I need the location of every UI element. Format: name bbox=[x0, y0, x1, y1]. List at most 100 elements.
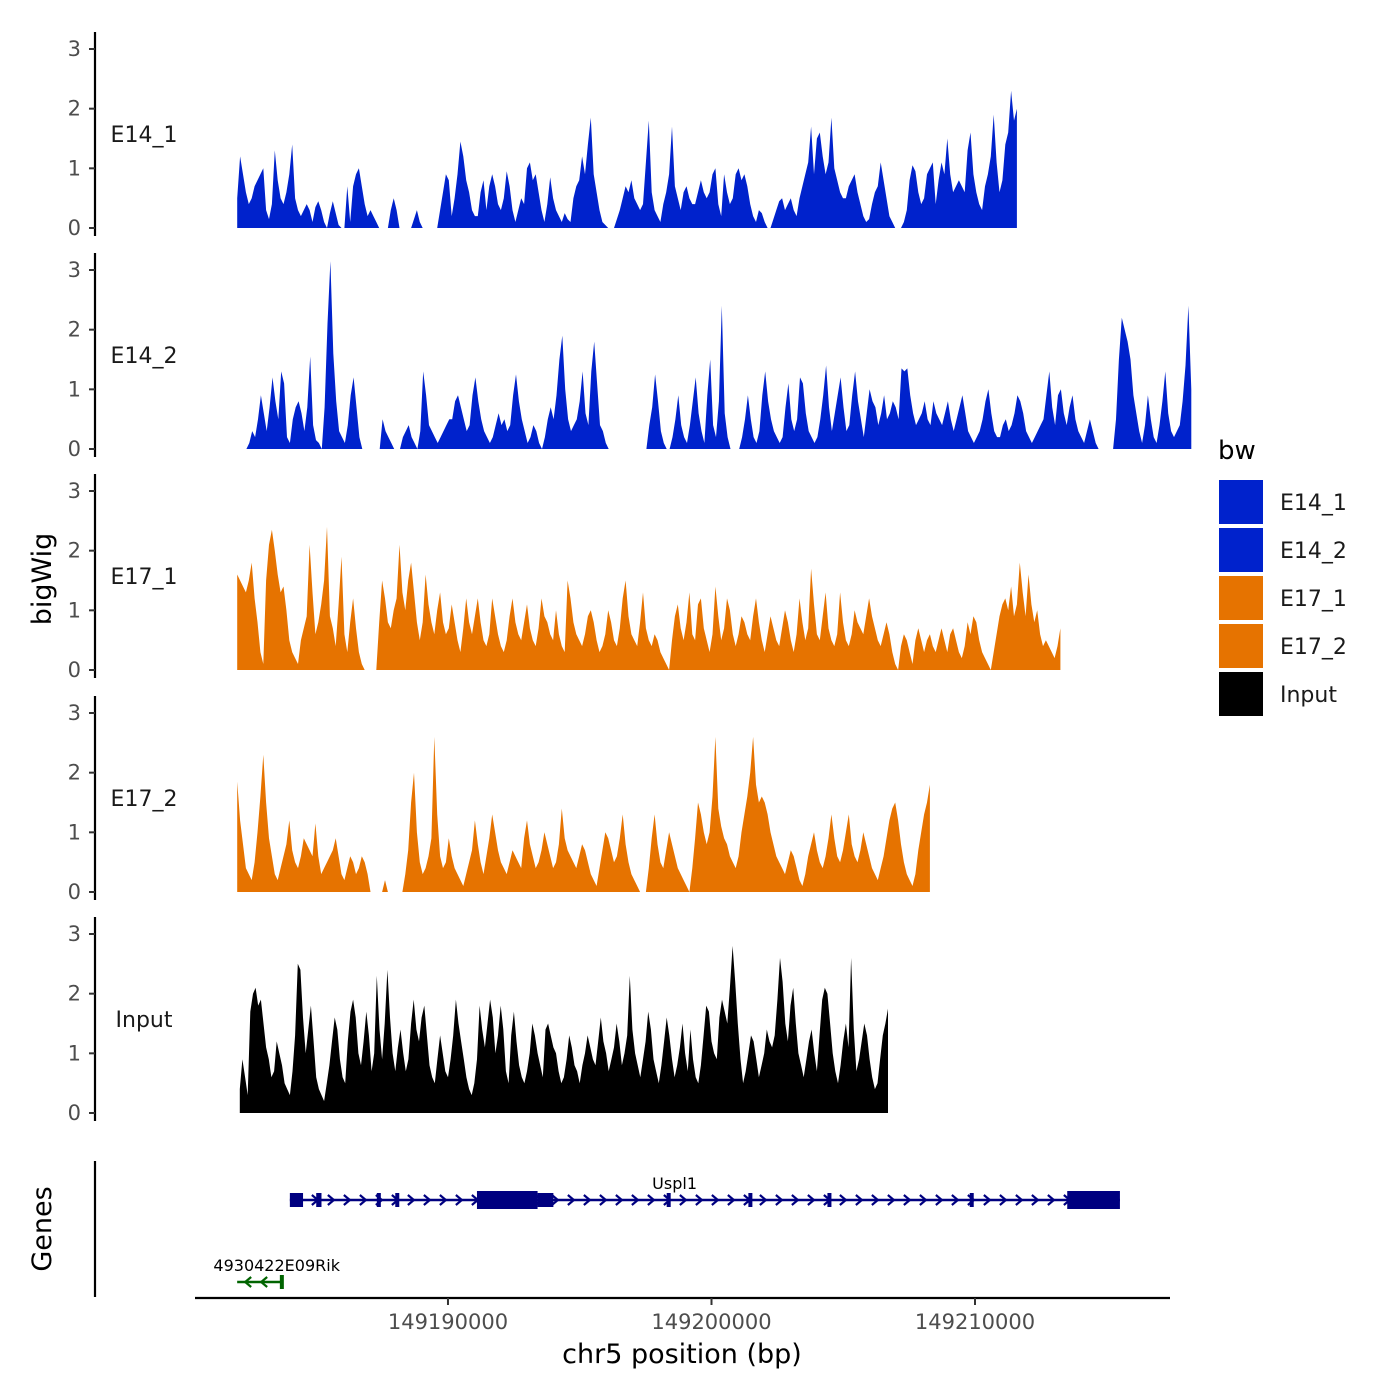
gene-label: 4930422E09Rik bbox=[213, 1256, 340, 1275]
strand-arrow bbox=[679, 1194, 688, 1206]
strand-arrow bbox=[903, 1194, 912, 1206]
strand-arrow bbox=[887, 1194, 896, 1206]
legend-label: E14_2 bbox=[1280, 539, 1347, 564]
exon bbox=[289, 1193, 304, 1207]
gene-4930422E09Rik: 4930422E09Rik bbox=[213, 1256, 341, 1289]
x-axis-title: chr5 position (bp) bbox=[562, 1339, 802, 1370]
area-segment-E17_2 bbox=[645, 814, 690, 892]
strand-arrow bbox=[551, 1194, 560, 1206]
strand-arrow bbox=[727, 1194, 736, 1206]
exon bbox=[376, 1193, 381, 1207]
y-tick-label: 3 bbox=[68, 922, 81, 946]
area-segment-E14_1 bbox=[387, 198, 400, 228]
y-tick-label: 2 bbox=[68, 761, 81, 785]
exon bbox=[279, 1275, 284, 1289]
area-segment-E14_1 bbox=[411, 210, 423, 228]
legend-swatch bbox=[1219, 480, 1263, 524]
track-label-Input: Input bbox=[116, 1008, 173, 1033]
track-label-E17_2: E17_2 bbox=[111, 787, 178, 812]
strand-arrow bbox=[999, 1194, 1008, 1206]
area-segment-E17_1 bbox=[898, 616, 991, 670]
area-segment-E17_2 bbox=[237, 754, 371, 892]
legend: bw E14_1 E14_2 E17_1 E17_2 Input bbox=[1218, 436, 1347, 716]
y-tick-label: 1 bbox=[68, 820, 81, 844]
strand-arrow bbox=[951, 1194, 960, 1206]
strand-arrow bbox=[1015, 1194, 1024, 1206]
strand-arrow bbox=[647, 1194, 656, 1206]
exon bbox=[476, 1191, 538, 1209]
area-segment-E17_2 bbox=[402, 736, 641, 892]
area-segment-E14_1 bbox=[327, 201, 342, 228]
strand-arrow bbox=[615, 1194, 624, 1206]
strand-arrow bbox=[775, 1194, 784, 1206]
legend-swatch bbox=[1219, 576, 1263, 620]
area-segment-E14_2 bbox=[646, 374, 667, 449]
genes-axis-title: Genes bbox=[27, 1186, 58, 1271]
strand-arrow bbox=[983, 1194, 992, 1206]
y-tick-label: 2 bbox=[68, 539, 81, 563]
y-tick-label: 3 bbox=[68, 479, 81, 503]
area-segment-E17_1 bbox=[990, 562, 1061, 670]
area-segment-E14_2 bbox=[400, 425, 418, 449]
area-segment-E14_2 bbox=[1113, 305, 1192, 449]
legend-swatch bbox=[1219, 672, 1263, 716]
strand-arrow bbox=[567, 1194, 576, 1206]
track-label-E14_1: E14_1 bbox=[111, 123, 178, 148]
y-tick-label: 1 bbox=[68, 377, 81, 401]
strand-arrow bbox=[1031, 1194, 1040, 1206]
track-E17_2: 0 1 2 3 bbox=[68, 696, 930, 904]
strand-arrow bbox=[631, 1194, 640, 1206]
x-tick-label: 149190000 bbox=[388, 1310, 508, 1334]
strand-arrow bbox=[455, 1194, 464, 1206]
area-segment-E14_1 bbox=[770, 117, 896, 228]
x-tick-label: 149210000 bbox=[915, 1310, 1035, 1334]
gene-label: Uspl1 bbox=[652, 1174, 697, 1193]
y-tick-label: 2 bbox=[68, 318, 81, 342]
area-segment-E14_1 bbox=[901, 90, 1017, 228]
strand-arrow bbox=[423, 1194, 432, 1206]
y-tick-label: 1 bbox=[68, 1041, 81, 1065]
track-label-E17_1: E17_1 bbox=[111, 565, 178, 590]
genes-panel-clip bbox=[100, 1250, 195, 1280]
y-tick-label: 0 bbox=[68, 437, 81, 461]
track-label-E14_2: E14_2 bbox=[111, 344, 178, 369]
exon bbox=[395, 1193, 400, 1207]
strand-arrow bbox=[327, 1194, 336, 1206]
strand-arrow bbox=[599, 1194, 608, 1206]
legend-title: bw bbox=[1218, 436, 1256, 466]
exon bbox=[666, 1193, 671, 1207]
track-E14_1: 0 1 2 3 bbox=[68, 32, 1017, 240]
area-segment-E14_1 bbox=[437, 117, 609, 228]
area-segment-Input bbox=[239, 945, 889, 1113]
strand-arrow bbox=[243, 1276, 252, 1288]
strand-arrow bbox=[935, 1194, 944, 1206]
area-segment-E14_1 bbox=[614, 120, 768, 228]
strand-arrow bbox=[407, 1194, 416, 1206]
strand-arrow bbox=[759, 1194, 768, 1206]
area-segment-E17_2 bbox=[689, 736, 930, 892]
legend-label: E14_1 bbox=[1280, 491, 1347, 516]
legend-label: E17_1 bbox=[1280, 587, 1347, 612]
legend-entries: E14_1 E14_2 E17_1 E17_2 Input bbox=[1219, 480, 1347, 716]
y-axis-title: bigWig bbox=[27, 533, 58, 626]
strand-arrow bbox=[439, 1194, 448, 1206]
y-tick-label: 3 bbox=[68, 701, 81, 725]
exon bbox=[748, 1193, 753, 1207]
strand-arrow bbox=[919, 1194, 928, 1206]
y-tick-label: 3 bbox=[68, 258, 81, 282]
y-tick-label: 0 bbox=[68, 658, 81, 682]
y-tick-label: 2 bbox=[68, 982, 81, 1006]
strand-arrow bbox=[807, 1194, 816, 1206]
area-segment-E14_2 bbox=[542, 335, 609, 449]
area-segment-E14_2 bbox=[379, 419, 395, 449]
track-E14_2: 0 1 2 3 bbox=[68, 253, 1192, 461]
y-tick-label: 0 bbox=[68, 1101, 81, 1125]
area-segment-E14_2 bbox=[246, 356, 322, 449]
y-tick-label: 1 bbox=[68, 156, 81, 180]
exon bbox=[827, 1193, 832, 1207]
area-segment-E14_2 bbox=[417, 371, 542, 449]
strand-arrow bbox=[359, 1194, 368, 1206]
y-tick-label: 0 bbox=[68, 216, 81, 240]
track-labels: E14_1 E14_2 E17_1 E17_2 Input bbox=[111, 123, 178, 1033]
area-segment-E17_1 bbox=[376, 544, 670, 670]
